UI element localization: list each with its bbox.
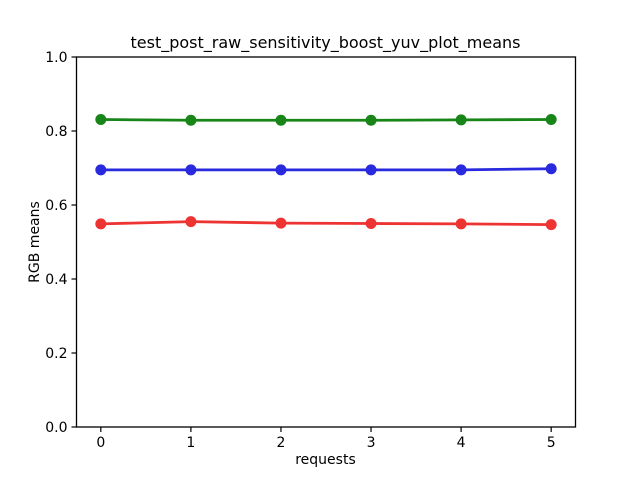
blue-mean-marker [545, 163, 557, 175]
blue-mean-marker [365, 164, 377, 176]
x-tick-label: 5 [547, 435, 556, 451]
red-mean-marker [275, 217, 287, 229]
axes-frame [75, 56, 577, 428]
red-mean-marker [365, 218, 377, 229]
green-mean-marker [365, 114, 377, 126]
x-tick-label: 1 [186, 435, 195, 451]
green-mean-marker [95, 114, 107, 126]
y-tick-label: 0.8 [45, 124, 67, 140]
y-tick-label: 0.0 [45, 420, 67, 436]
y-tick-label: 0.4 [45, 272, 67, 288]
blue-mean-marker [185, 164, 197, 176]
red-mean-marker [545, 219, 557, 231]
blue-mean-marker [455, 164, 467, 176]
y-tick-label: 0.2 [45, 346, 67, 362]
blue-mean-marker [95, 164, 107, 176]
green-mean-marker [275, 114, 287, 126]
red-mean-marker [185, 216, 197, 228]
blue-mean-line [99, 167, 553, 172]
x-tick-label: 2 [277, 435, 286, 451]
plot-title: test_post_raw_sensitivity_boost_yuv_plot… [130, 33, 521, 52]
x-tick-label: 3 [367, 435, 376, 451]
x-axis-label: requests [295, 452, 356, 468]
green-mean-line [99, 118, 553, 122]
x-tick-label: 0 [96, 435, 105, 451]
green-mean-marker [545, 114, 557, 126]
green-mean-marker [455, 114, 467, 126]
x-tick-label: 4 [457, 435, 466, 451]
y-tick-label: 0.6 [45, 198, 67, 214]
red-mean-marker [95, 218, 107, 230]
blue-mean-marker [275, 164, 287, 176]
red-mean-line [99, 220, 553, 227]
green-mean-marker [185, 114, 197, 126]
y-tick-label: 1.0 [45, 50, 67, 66]
red-mean-marker [455, 218, 467, 230]
